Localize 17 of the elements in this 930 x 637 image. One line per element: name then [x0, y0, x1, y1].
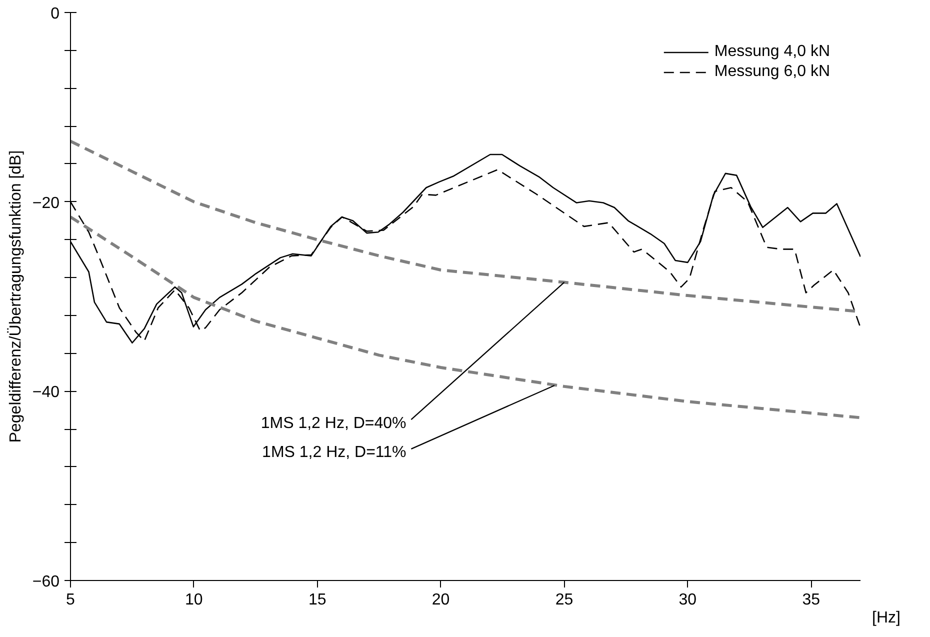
y-tick-label: 0 — [50, 6, 60, 22]
y-tick-label: −40 — [32, 384, 60, 402]
x-tick-label: 25 — [555, 592, 574, 608]
x-tick-label: 5 — [66, 592, 76, 608]
x-axis-title: [Hz] — [872, 610, 901, 626]
y-tick-label: −60 — [32, 574, 60, 590]
x-tick-label: 30 — [678, 592, 697, 608]
legend-label: Messung 6,0 kN — [714, 63, 830, 81]
annotation: 1MS 1,2 Hz, D=40% — [260, 414, 406, 432]
x-tick-label: 15 — [308, 592, 326, 608]
legend-label: Messung 4,0 kN — [714, 43, 830, 61]
annotation: 1MS 1,2 Hz, D=11% — [262, 444, 406, 462]
y-tick-label: −20 — [32, 194, 60, 212]
x-tick-label: 10 — [185, 592, 203, 608]
x-tick-label: 35 — [802, 592, 820, 608]
y-axis-title: Pegeldifferenz/Übertragungsfunktion [dB] — [6, 150, 24, 443]
x-tick-label: 20 — [432, 592, 450, 608]
